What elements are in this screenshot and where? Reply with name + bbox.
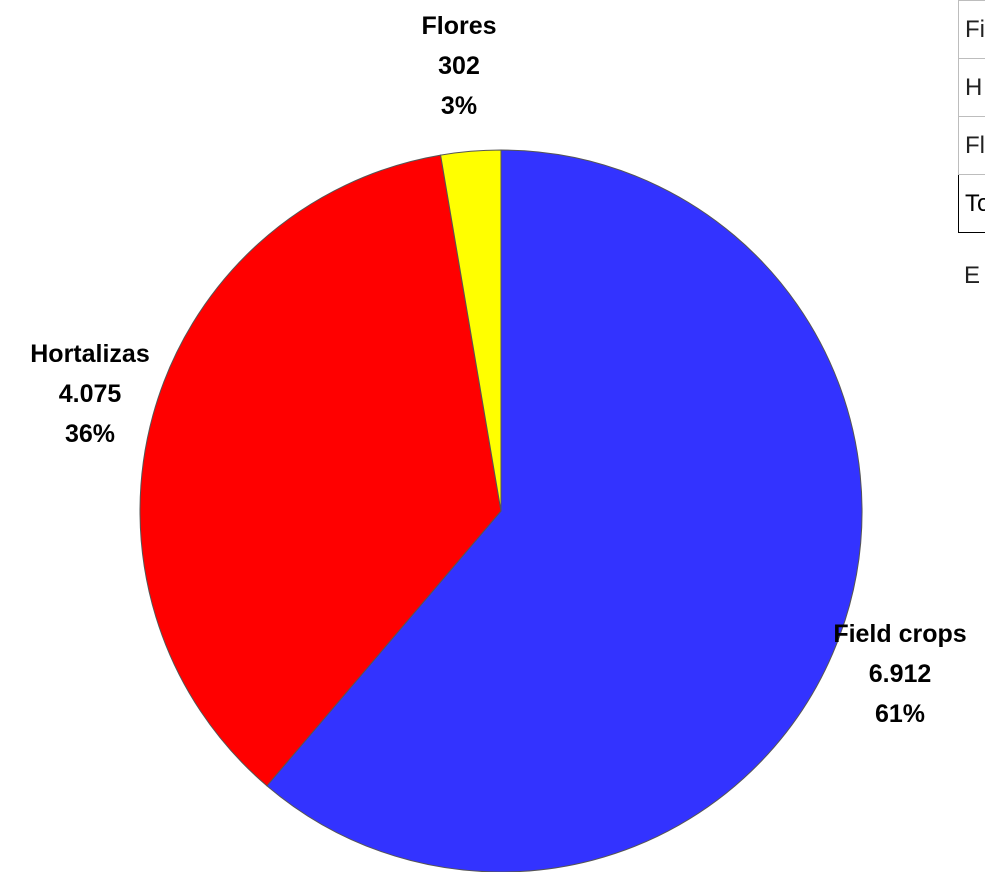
slice-value-label: 4.075 <box>59 380 122 408</box>
pie-slices <box>139 149 863 872</box>
slice-name-label: Flores <box>421 12 496 40</box>
slice-name-label: Hortalizas <box>30 340 149 368</box>
table-cell: H <box>958 58 985 117</box>
side-note: E <box>964 262 981 289</box>
pie-slice-hortalizas <box>139 154 502 787</box>
data-label-flores: Flores 302 3% <box>421 12 496 120</box>
side-data-table: Fi H Fl To <box>958 0 985 233</box>
table-row: Fi <box>958 0 985 59</box>
slice-percent-label: 61% <box>875 700 925 728</box>
table-row: Fl <box>958 116 985 175</box>
pie-slice-flores <box>440 149 502 512</box>
table-row: H <box>958 58 985 117</box>
pie-labels: Field crops 6.912 61% Hortalizas 4.075 36% Flo… <box>30 12 966 728</box>
slice-percent-label: 36% <box>65 420 115 448</box>
slice-name-label: Field crops <box>833 620 966 648</box>
slice-value-label: 302 <box>438 52 480 80</box>
pie-slice-field-crops <box>266 149 863 872</box>
data-label-hortalizas: Hortalizas 4.075 36% <box>30 340 149 448</box>
slice-value-label: 6.912 <box>869 660 932 688</box>
table-row-total: To <box>958 174 985 233</box>
table-cell: Fi <box>958 0 985 59</box>
table-cell: To <box>958 174 985 233</box>
table-cell: Fl <box>958 116 985 175</box>
data-label-field-crops: Field crops 6.912 61% <box>833 620 966 728</box>
slice-percent-label: 3% <box>441 92 477 120</box>
